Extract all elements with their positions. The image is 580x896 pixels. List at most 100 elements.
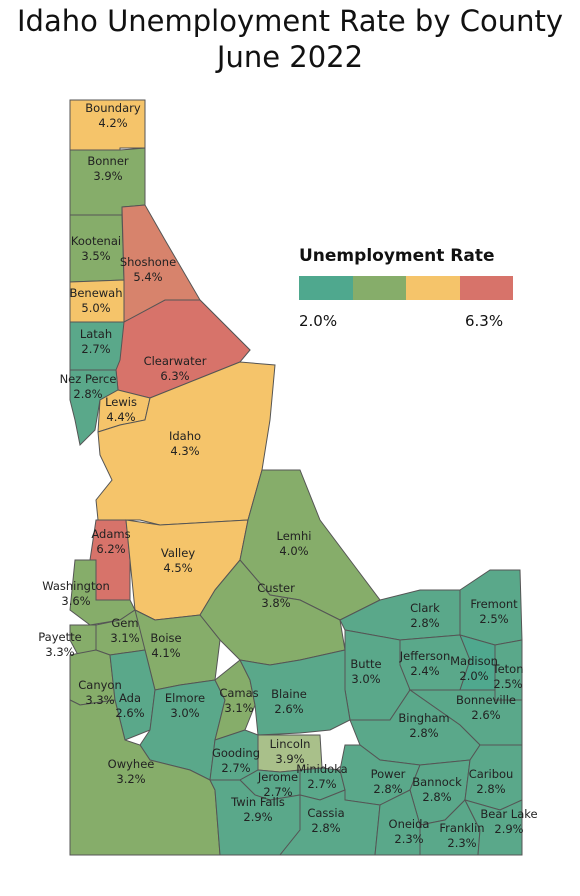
legend-swatch-2 <box>352 276 406 300</box>
county-boundary-rate-label: 4.2% <box>98 116 127 130</box>
county-power-rate-label: 2.8% <box>373 782 402 796</box>
county-caribou-name-label: Caribou <box>469 767 514 781</box>
county-ada-name-label: Ada <box>119 691 141 705</box>
county-butte-rate-label: 3.0% <box>351 672 380 686</box>
county-washington-name-label: Washington <box>42 579 110 593</box>
county-owyhee-rate-label: 3.2% <box>116 772 145 786</box>
county-minidoka-name-label: Minidoka <box>296 762 347 776</box>
legend-title: Unemployment Rate <box>299 246 495 266</box>
county-owyhee-name-label: Owyhee <box>108 757 155 771</box>
county-ada-rate-label: 2.6% <box>115 706 144 720</box>
county-oneida-rate-label: 2.3% <box>394 832 423 846</box>
county-bonneville-name-label: Bonneville <box>456 693 516 707</box>
county-cassia-name-label: Cassia <box>307 806 344 820</box>
county-jefferson-name-label: Jefferson <box>399 649 451 663</box>
county-bingham-rate-label: 2.8% <box>409 726 438 740</box>
county-lincoln-name-label: Lincoln <box>270 737 311 751</box>
county-twin-falls-rate-label: 2.9% <box>243 810 272 824</box>
county-bingham-name-label: Bingham <box>398 711 449 725</box>
county-franklin-rate-label: 2.3% <box>447 836 476 850</box>
county-camas-name-label: Camas <box>219 686 258 700</box>
county-clark-name-label: Clark <box>410 601 440 615</box>
county-payette-name-label: Payette <box>38 630 81 644</box>
county-bear-lake <box>464 799 523 856</box>
county-power-name-label: Power <box>371 767 406 781</box>
county-nez-perce-rate-label: 2.8% <box>73 387 102 401</box>
county-custer-rate-label: 3.8% <box>261 596 290 610</box>
county-adams-name-label: Adams <box>91 527 130 541</box>
county-bonner-rate-label: 3.9% <box>93 169 122 183</box>
county-jefferson-rate-label: 2.4% <box>410 664 439 678</box>
map-subtitle: June 2022 <box>216 40 364 74</box>
county-owyhee <box>69 699 221 856</box>
county-valley-name-label: Valley <box>161 546 195 560</box>
county-blaine-name-label: Blaine <box>271 687 307 701</box>
county-valley-rate-label: 4.5% <box>163 561 192 575</box>
county-washington-rate-label: 3.6% <box>61 594 90 608</box>
county-canyon-name-label: Canyon <box>78 678 122 692</box>
county-benewah-name-label: Benewah <box>69 286 122 300</box>
county-boise-name-label: Boise <box>150 631 181 645</box>
county-teton-rate-label: 2.5% <box>493 677 522 691</box>
legend-color-scale <box>299 276 513 300</box>
county-madison-rate-label: 2.0% <box>459 669 488 683</box>
county-camas-rate-label: 3.1% <box>224 701 253 715</box>
county-canyon-rate-label: 3.3% <box>85 693 114 707</box>
county-nez-perce-name-label: Nez Perce <box>60 372 117 386</box>
county-latah-rate-label: 2.7% <box>81 342 110 356</box>
legend-max-label: 6.3% <box>465 312 504 330</box>
county-nez-perce <box>69 369 119 447</box>
map-title: Idaho Unemployment Rate by County <box>17 4 563 38</box>
county-minidoka-rate-label: 2.7% <box>307 777 336 791</box>
county-lewis-rate-label: 4.4% <box>106 410 135 424</box>
county-oneida-name-label: Oneida <box>389 817 430 831</box>
county-clearwater-rate-label: 6.3% <box>160 369 189 383</box>
county-bonner-name-label: Bonner <box>87 154 129 168</box>
legend-min-label: 2.0% <box>299 312 338 330</box>
county-bear-lake-rate-label: 2.9% <box>494 822 523 836</box>
county-clearwater-name-label: Clearwater <box>144 354 207 368</box>
county-madison-name-label: Madison <box>450 654 498 668</box>
county-twin-falls-name-label: Twin Falls <box>230 795 285 809</box>
county-gooding-name-label: Gooding <box>212 746 260 760</box>
county-jerome-name-label: Jerome <box>257 770 298 784</box>
county-kootenai-rate-label: 3.5% <box>81 249 110 263</box>
county-adams-rate-label: 6.2% <box>96 542 125 556</box>
county-idaho-rate-label: 4.3% <box>170 444 199 458</box>
county-elmore-rate-label: 3.0% <box>170 706 199 720</box>
county-caribou-rate-label: 2.8% <box>476 782 505 796</box>
county-jerome-rate-label: 2.7% <box>263 785 292 799</box>
county-kootenai-name-label: Kootenai <box>71 234 121 248</box>
county-bear-lake-name-label: Bear Lake <box>480 807 537 821</box>
county-gooding-rate-label: 2.7% <box>221 761 250 775</box>
county-bannock-rate-label: 2.8% <box>422 790 451 804</box>
county-benewah-rate-label: 5.0% <box>81 301 110 315</box>
county-lewis-name-label: Lewis <box>105 395 137 409</box>
county-lemhi-rate-label: 4.0% <box>279 544 308 558</box>
county-fremont-name-label: Fremont <box>470 597 518 611</box>
legend-swatch-4 <box>459 276 513 300</box>
county-latah-name-label: Latah <box>80 327 112 341</box>
county-idaho <box>95 361 276 526</box>
county-clark-rate-label: 2.8% <box>410 616 439 630</box>
legend-swatch-1 <box>299 276 353 300</box>
legend-swatch-3 <box>406 276 460 300</box>
county-elmore-name-label: Elmore <box>165 691 205 705</box>
county-lincoln-rate-label: 3.9% <box>275 752 304 766</box>
county-gem-name-label: Gem <box>111 616 138 630</box>
county-bannock-name-label: Bannock <box>412 775 462 789</box>
county-blaine-rate-label: 2.6% <box>274 702 303 716</box>
county-fremont-rate-label: 2.5% <box>479 612 508 626</box>
county-gem-rate-label: 3.1% <box>110 631 139 645</box>
county-boise-rate-label: 4.1% <box>151 646 180 660</box>
county-bonneville-rate-label: 2.6% <box>471 708 500 722</box>
county-franklin-name-label: Franklin <box>439 821 484 835</box>
county-custer-name-label: Custer <box>257 581 295 595</box>
county-idaho-name-label: Idaho <box>169 429 201 443</box>
county-payette-rate-label: 3.3% <box>45 645 74 659</box>
county-lemhi-name-label: Lemhi <box>277 529 312 543</box>
county-blaine <box>239 649 351 736</box>
county-boundary-name-label: Boundary <box>85 101 141 115</box>
county-shoshone-name-label: Shoshone <box>120 255 176 269</box>
